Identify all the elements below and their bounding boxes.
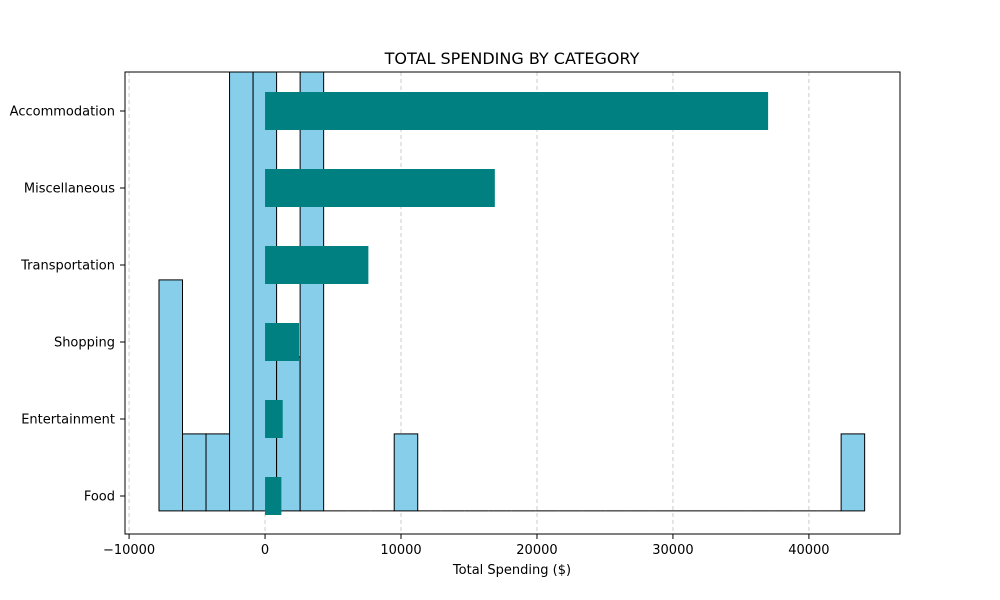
x-tick-label-1: 0 — [261, 543, 269, 558]
bar-miscellaneous — [265, 169, 495, 207]
y-tick-label-accommodation: Accommodation — [10, 105, 115, 120]
y-axis-ticks: Food Entertainment Shopping Transportation M… — [10, 105, 125, 505]
bar-shopping — [265, 323, 300, 361]
bar-layer — [265, 92, 769, 515]
x-tick-label-2: 10000 — [380, 543, 421, 558]
histogram-bin-4 — [252, 71, 278, 512]
histogram-bin-1 — [182, 433, 207, 512]
x-tick-label-4: 30000 — [652, 543, 693, 558]
y-tick-label-shopping: Shopping — [54, 336, 115, 351]
histogram-bin-29 — [840, 433, 866, 512]
y-tick-label-entertainment: Entertainment — [21, 413, 115, 428]
x-tick-label-3: 20000 — [516, 543, 557, 558]
histogram-bin-10 — [393, 433, 419, 512]
x-tick-label-0: −10000 — [103, 543, 155, 558]
bar-transportation — [265, 246, 369, 284]
y-tick-label-food: Food — [84, 490, 115, 505]
bar-food — [265, 477, 282, 515]
histogram-bin-3 — [229, 71, 254, 512]
plot-area-frame — [124, 71, 901, 535]
bar-entertainment — [265, 400, 283, 438]
y-tick-label-miscellaneous: Miscellaneous — [24, 182, 115, 197]
y-tick-label-transportation: Transportation — [20, 259, 115, 274]
histogram-bin-0 — [158, 279, 184, 512]
x-axis-ticks: −10000 0 10000 20000 30000 40000 — [103, 534, 830, 558]
histogram-bin-6 — [299, 71, 325, 512]
x-tick-label-5: 40000 — [788, 543, 829, 558]
chart-title: TOTAL SPENDING BY CATEGORY — [384, 49, 640, 68]
x-axis-label: Total Spending ($) — [452, 563, 571, 578]
bar-accommodation — [265, 92, 769, 130]
histogram-bin-2 — [205, 433, 231, 512]
